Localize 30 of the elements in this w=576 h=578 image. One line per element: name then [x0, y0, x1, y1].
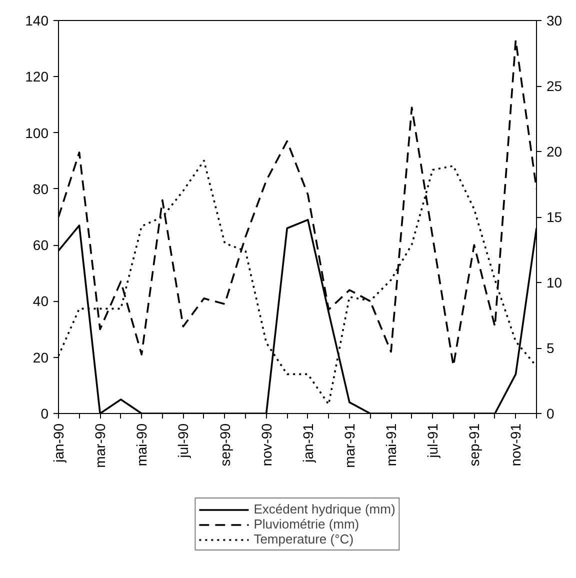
- legend-label: Excédent hydrique (mm): [254, 502, 396, 516]
- legend-label: Temperature (°C): [254, 532, 354, 546]
- y-tick-label: 0: [40, 406, 49, 422]
- x-tick-label: jan-90: [50, 423, 66, 464]
- x-tick-label: nov-91: [508, 423, 524, 466]
- x-tick-label: sep-90: [216, 423, 233, 466]
- x-tick-label: jan-91: [300, 423, 316, 464]
- x-tick-label: nov-90: [258, 423, 274, 466]
- x-tick-label: sep-91: [466, 423, 482, 466]
- y2-tick-label: 20: [546, 144, 562, 160]
- y2-tick-label: 25: [546, 78, 562, 94]
- x-tick-label: jul-90: [175, 423, 192, 459]
- y-tick-label: 140: [25, 12, 49, 28]
- x-tick-label: mai-91: [383, 423, 400, 466]
- y2-tick-label: 0: [546, 406, 554, 422]
- y-tick-label: 20: [32, 349, 49, 366]
- y-tick-label: 60: [32, 237, 49, 254]
- y2-tick-label: 5: [546, 340, 554, 356]
- y-tick-label: 80: [32, 180, 49, 197]
- y-tick-label: 100: [25, 124, 49, 141]
- y2-tick-label: 10: [546, 274, 562, 290]
- x-tick-label: mai-90: [134, 423, 150, 466]
- x-tick-label: jul-91: [424, 423, 441, 459]
- y-tick-label: 120: [25, 68, 49, 85]
- legend-label: Pluviométrie (mm): [254, 516, 360, 532]
- x-tick-label: mar-90: [92, 423, 108, 468]
- y2-tick-label: 30: [546, 12, 562, 28]
- y2-tick-label: 15: [546, 209, 562, 225]
- x-tick-label: mar-91: [341, 423, 358, 468]
- y-tick-label: 40: [32, 293, 49, 310]
